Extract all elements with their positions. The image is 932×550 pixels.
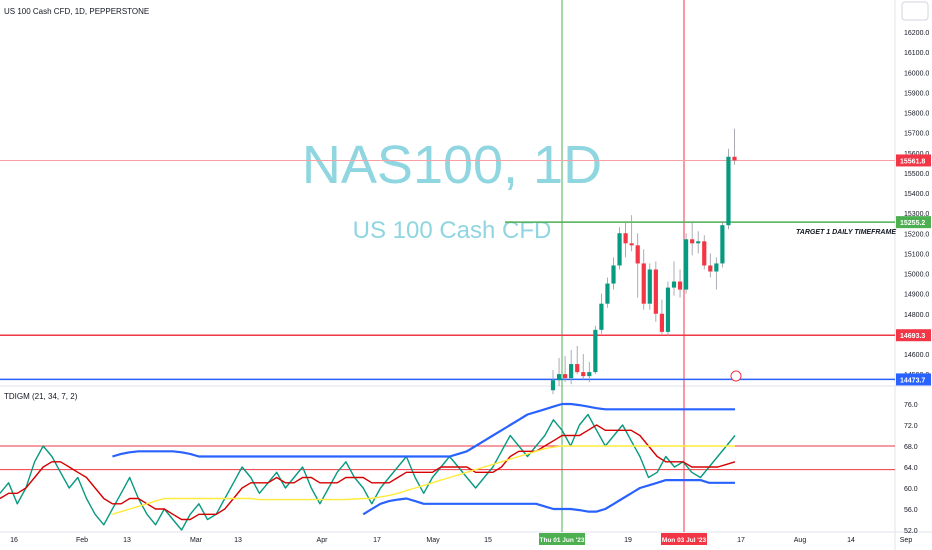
candle-body [569, 364, 574, 379]
y-tick-label: 15500.0 [904, 171, 929, 178]
x-date-marker: Mon 03 Jul '23 [662, 537, 707, 544]
candle-body [629, 243, 634, 246]
candle-body [575, 364, 580, 373]
y-tick-label: 14600.0 [904, 352, 929, 359]
x-tick-label: Aug [794, 537, 807, 544]
candle-body [702, 241, 707, 266]
y-tick-label: 15900.0 [904, 90, 929, 97]
candle-body [696, 241, 701, 244]
target-annotation: TARGET 1 DAILY TIMEFRAME [796, 229, 896, 236]
candle-body [677, 281, 683, 290]
x-tick-label: 17 [373, 537, 381, 544]
y-tick-label: 15300.0 [904, 211, 929, 218]
scale-settings-icon [901, 1, 929, 21]
candle-body [605, 283, 610, 304]
candle-body [611, 265, 616, 284]
indicator-series-0 [0, 413, 736, 531]
indicator-tick-label: 64.0 [904, 465, 918, 472]
price-label-bg-support-red [896, 329, 931, 342]
candle-body [653, 269, 658, 314]
x-tick-label: 13 [234, 537, 242, 544]
indicator-series-2 [112, 445, 735, 515]
indicator-label: TDIGM (21, 34, 7, 2) [4, 392, 78, 401]
candle-body [593, 329, 598, 373]
price-label-support-blue: 14473.7 [900, 377, 925, 384]
candle-body [556, 374, 562, 381]
candle-body [684, 239, 689, 290]
candle-body [550, 380, 556, 391]
candle-body [635, 245, 640, 264]
candle-body [726, 156, 731, 226]
candle-body [647, 269, 652, 304]
candle-body [641, 263, 646, 304]
indicator-series-4 [362, 479, 735, 516]
candle-body [581, 372, 586, 377]
x-tick-label: Mar [190, 537, 203, 544]
indicator-tick-label: 56.0 [904, 507, 918, 514]
indicator-tick-label: 76.0 [904, 402, 918, 409]
indicator-series-1 [0, 424, 736, 521]
x-tick-label: Apr [317, 537, 329, 544]
x-date-marker: Thu 01 Jun '23 [540, 537, 585, 544]
price-label-bg-support-blue [896, 373, 931, 386]
x-tick-label: Sep [900, 537, 913, 544]
candle-body [690, 239, 695, 244]
watermark-ticker: NAS100, 1D [302, 135, 602, 195]
indicator-tick-label: 52.0 [904, 528, 918, 535]
y-tick-label: 15700.0 [904, 131, 929, 138]
x-tick-label: 15 [484, 537, 492, 544]
candle-body [720, 225, 725, 264]
candle-body [665, 287, 671, 332]
candle-body [617, 233, 622, 266]
x-tick-label: 16 [10, 537, 18, 544]
x-tick-label: May [426, 537, 440, 544]
y-tick-label: 16100.0 [904, 50, 929, 57]
indicator-series-3 [112, 402, 735, 458]
candle-body [623, 233, 628, 244]
event-marker [730, 370, 742, 382]
y-tick-label: 14900.0 [904, 292, 929, 299]
candle-body [732, 156, 737, 161]
indicator-tick-label: 60.0 [904, 486, 918, 493]
y-tick-label: 15200.0 [904, 231, 929, 238]
candle-body [708, 265, 713, 272]
y-tick-label: 15400.0 [904, 191, 929, 198]
symbol-info: US 100 Cash CFD, 1D, PEPPERSTONE [4, 7, 150, 16]
candle-body [659, 313, 664, 332]
x-tick-label: 14 [847, 537, 855, 544]
y-tick-label: 16000.0 [904, 70, 929, 77]
candle-body [714, 263, 719, 272]
y-tick-label: 14800.0 [904, 312, 929, 319]
price-label-support-red: 14693.3 [900, 333, 925, 340]
x-tick-label: 13 [123, 537, 131, 544]
price-label-bg-current-price [896, 154, 931, 167]
y-tick-label: 15100.0 [904, 251, 929, 258]
y-tick-label: 15000.0 [904, 272, 929, 279]
price-label-target-1: 15255.2 [900, 220, 925, 227]
candle-body [563, 374, 568, 379]
indicator-tick-label: 68.0 [904, 444, 918, 451]
price-label-current-price: 15561.8 [900, 158, 925, 165]
x-tick-label: Feb [76, 537, 88, 544]
x-date-marker-bg [539, 533, 585, 545]
y-tick-label: 15800.0 [904, 111, 929, 118]
x-date-marker-bg [661, 533, 707, 545]
candle-body [587, 372, 592, 377]
y-tick-label: 16200.0 [904, 30, 929, 37]
x-tick-label: 19 [624, 537, 632, 544]
x-tick-label: 17 [737, 537, 745, 544]
y-tick-label: 15600.0 [904, 151, 929, 158]
candle-body [599, 303, 604, 330]
indicator-tick-label: 72.0 [904, 423, 918, 430]
price-label-bg-target-1 [896, 216, 931, 229]
watermark-name: US 100 Cash CFD [353, 217, 552, 244]
candle-body [671, 281, 677, 288]
